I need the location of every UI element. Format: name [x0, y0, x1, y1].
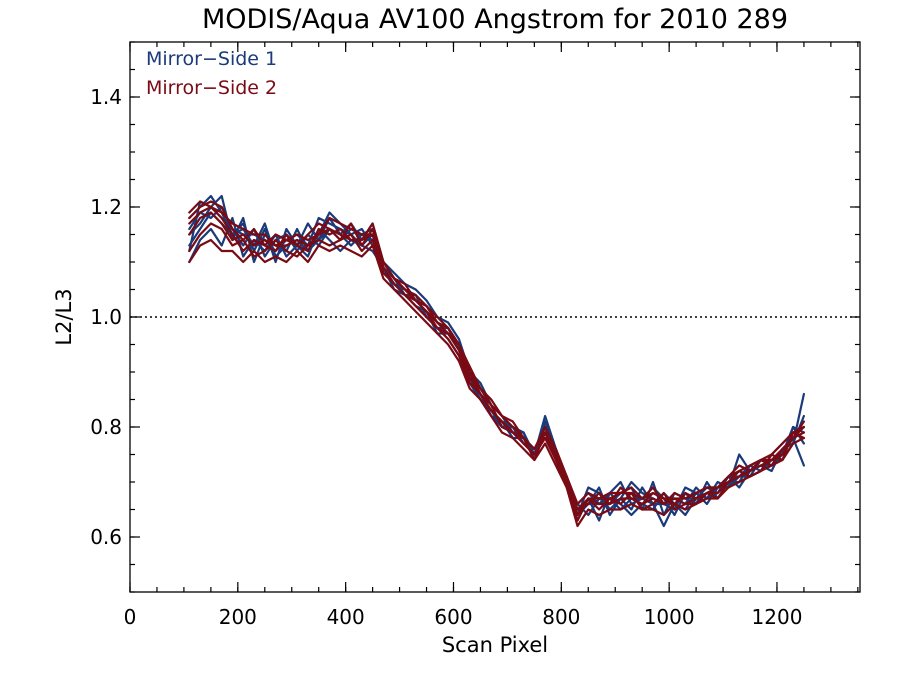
- legend-label-mirror-side-1: Mirror−Side 1: [146, 48, 277, 70]
- series-line-8: [188, 222, 806, 522]
- plot-area: 0 200 400 600 800 1000 1200 0.6 0.8 1.0 1.2 1.4: [90, 41, 861, 629]
- y-tick-label: 1.0: [90, 305, 122, 329]
- x-tick-label: 800: [542, 605, 580, 629]
- x-tick-label: 400: [327, 605, 365, 629]
- y-tick-label: 1.2: [90, 195, 122, 219]
- series-line-5: [188, 205, 806, 517]
- series-line-4: [188, 216, 806, 522]
- legend-label-mirror-side-2: Mirror−Side 2: [146, 77, 277, 99]
- x-tick-label: 0: [124, 605, 137, 629]
- series-line-7: [188, 205, 806, 511]
- y-tick-label: 0.6: [90, 525, 122, 549]
- x-tick-label: 1000: [644, 605, 695, 629]
- axis-tick-labels: 0 200 400 600 800 1000 1200 0.6 0.8 1.0 1.2 1.4: [90, 85, 802, 629]
- series-line-6: [188, 211, 806, 511]
- legend: Mirror−Side 1 Mirror−Side 2: [146, 48, 277, 99]
- chart-title: MODIS/Aqua AV100 Angstrom for 2010 289: [202, 4, 788, 35]
- x-tick-label: 200: [219, 605, 257, 629]
- series-line-12: [188, 200, 806, 511]
- series-line-11: [188, 211, 806, 517]
- x-tick-label: 1200: [752, 605, 803, 629]
- x-axis-label: Scan Pixel: [442, 633, 548, 657]
- y-tick-label: 1.4: [90, 85, 122, 109]
- data-series: [188, 194, 806, 528]
- x-tick-label: 600: [434, 605, 472, 629]
- y-axis-label: L2/L3: [52, 288, 76, 345]
- series-line-2: [188, 205, 806, 517]
- y-tick-label: 0.8: [90, 415, 122, 439]
- series-line-10: [188, 238, 806, 528]
